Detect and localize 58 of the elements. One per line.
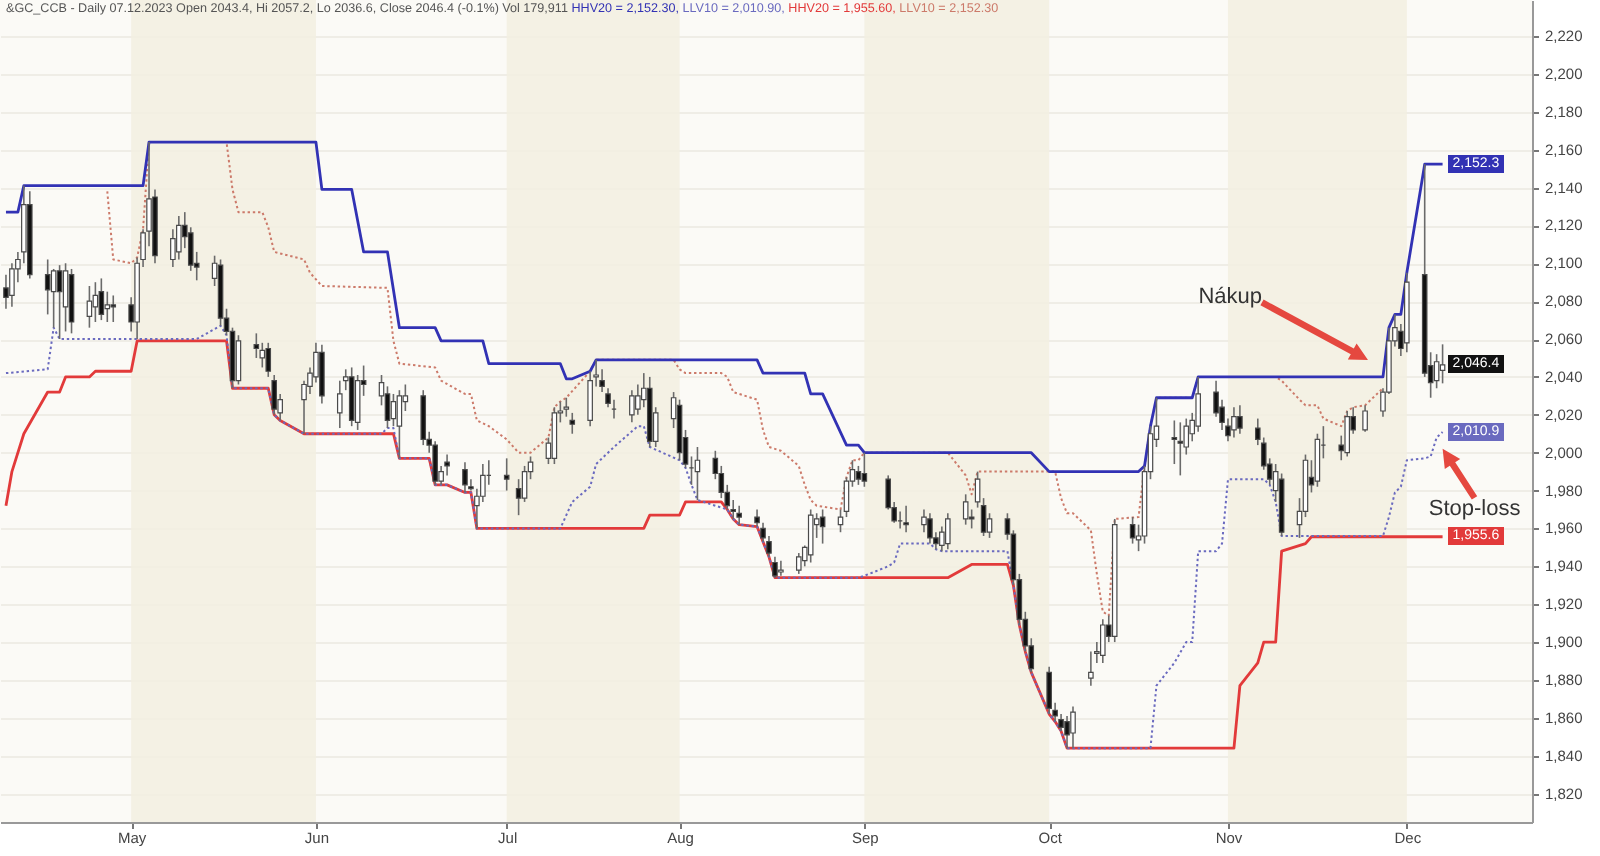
- candlestick: [68, 268, 75, 335]
- candlestick: [903, 504, 909, 534]
- candlestick: [1344, 410, 1351, 458]
- candlestick: [772, 556, 778, 579]
- candlestick: [1231, 406, 1237, 439]
- candlestick: [396, 389, 403, 460]
- candlestick: [271, 374, 278, 416]
- candlestick: [1439, 343, 1446, 385]
- candlestick: [110, 294, 117, 323]
- candlestick: [1195, 376, 1201, 433]
- candlestick: [1177, 421, 1184, 477]
- candlestick: [861, 451, 868, 488]
- candlestick: [515, 478, 522, 516]
- annotation: Nákup: [1198, 285, 1262, 312]
- candlestick: [1362, 404, 1368, 433]
- candlestick: [1314, 432, 1321, 488]
- candlestick: [795, 552, 802, 575]
- candlestick: [927, 512, 933, 545]
- candlestick: [348, 366, 355, 427]
- candlestick: [56, 264, 63, 340]
- candlestick: [1046, 665, 1052, 715]
- candlestick: [807, 508, 814, 564]
- candlestick: [986, 512, 993, 539]
- candlestick: [444, 453, 450, 477]
- candlestick: [253, 332, 260, 359]
- candlestick: [420, 389, 427, 446]
- candlestick: [968, 508, 975, 530]
- candlestick: [319, 343, 325, 405]
- candlestick: [44, 258, 51, 316]
- candlestick: [778, 559, 784, 577]
- candlestick: [962, 493, 969, 526]
- candlestick: [176, 215, 182, 261]
- candlestick: [503, 457, 510, 492]
- candlestick: [1237, 404, 1243, 435]
- candlestick: [432, 440, 438, 486]
- candlestick: [551, 406, 558, 465]
- candlestick: [235, 334, 242, 386]
- candlestick: [945, 512, 951, 551]
- candlestick: [354, 374, 361, 431]
- candlestick: [1070, 705, 1076, 749]
- candlestick: [98, 277, 105, 321]
- candlestick: [563, 396, 570, 418]
- candlestick: [819, 508, 826, 545]
- candlestick: [730, 499, 737, 520]
- candlestick: [86, 285, 93, 329]
- candlestick: [462, 461, 468, 494]
- candlestick: [599, 368, 605, 393]
- candlestick: [265, 342, 272, 378]
- candlestick: [569, 412, 576, 435]
- candlestick: [629, 389, 635, 424]
- candlestick: [1129, 516, 1136, 545]
- line-series: [4, 140, 1444, 474]
- candlestick: [1088, 650, 1094, 687]
- candlestick: [104, 290, 111, 323]
- candlestick: [736, 504, 742, 526]
- candlestick: [1100, 618, 1106, 664]
- candlestick: [336, 379, 343, 429]
- annotation: Stop-loss: [1428, 497, 1521, 524]
